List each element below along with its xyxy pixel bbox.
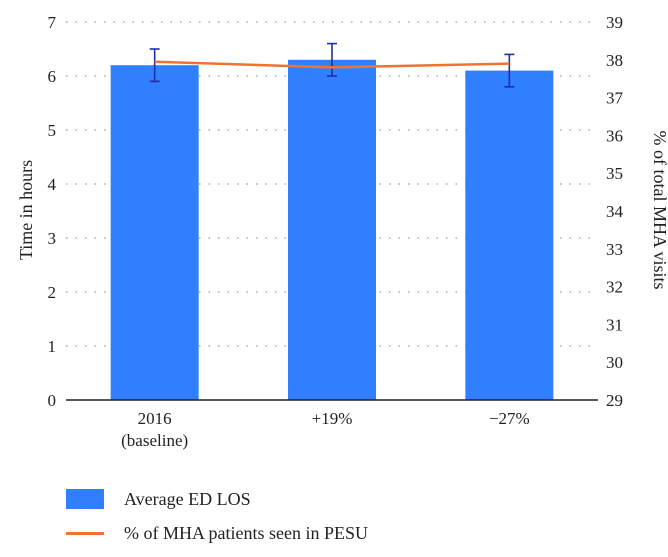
bar (110, 65, 199, 400)
y-tick-label: 3 (48, 229, 57, 248)
bars (110, 59, 554, 401)
y-tick-label: 7 (48, 13, 57, 32)
y2-tick-label: 34 (606, 202, 624, 221)
bar (465, 70, 554, 400)
x-tick-label: 2016 (baseline) (121, 409, 188, 450)
y2-tick-label: 32 (606, 278, 623, 297)
left-y-ticks: 0 1 2 3 4 5 6 7 (48, 13, 57, 410)
y2-tick-label: 36 (606, 126, 623, 145)
x-tick-label: −27% (489, 409, 530, 428)
right-y-ticks: 29 30 31 32 33 34 35 36 37 38 39 (606, 13, 624, 410)
legend-label-line: % of MHA patients seen in PESU (124, 522, 368, 543)
x-tick-label: +19% (312, 409, 353, 428)
y-axis-label: Time in hours (16, 160, 36, 260)
legend-swatch-line (66, 531, 104, 535)
y-tick-label: 5 (48, 121, 57, 140)
y2-axis-label: % of total MHA visits (650, 130, 668, 289)
legend-swatch-bar (66, 489, 104, 509)
y-tick-label: 1 (48, 337, 57, 356)
y2-tick-label: 35 (606, 164, 623, 183)
y2-tick-label: 38 (606, 51, 623, 70)
y2-tick-label: 39 (606, 13, 623, 32)
legend-item-line: % of MHA patients seen in PESU (66, 518, 368, 548)
legend: Average ED LOS % of MHA patients seen in… (66, 484, 368, 552)
y2-tick-label: 37 (606, 89, 624, 108)
error-bars (149, 42, 515, 88)
bar (288, 59, 376, 401)
x-ticks: 2016 (baseline) +19% −27% (121, 409, 530, 450)
y-tick-label: 6 (48, 67, 57, 86)
y2-tick-label: 33 (606, 240, 623, 259)
y-tick-label: 0 (48, 391, 57, 410)
y-tick-label: 2 (48, 283, 57, 302)
legend-label-bar: Average ED LOS (124, 488, 251, 509)
pesu-series-line (154, 60, 510, 69)
pesu-line (154, 60, 510, 69)
y2-tick-label: 29 (606, 391, 623, 410)
y2-tick-label: 31 (606, 315, 623, 334)
y-tick-label: 4 (48, 175, 57, 194)
legend-item-bar: Average ED LOS (66, 484, 368, 514)
y2-tick-label: 30 (606, 353, 623, 372)
